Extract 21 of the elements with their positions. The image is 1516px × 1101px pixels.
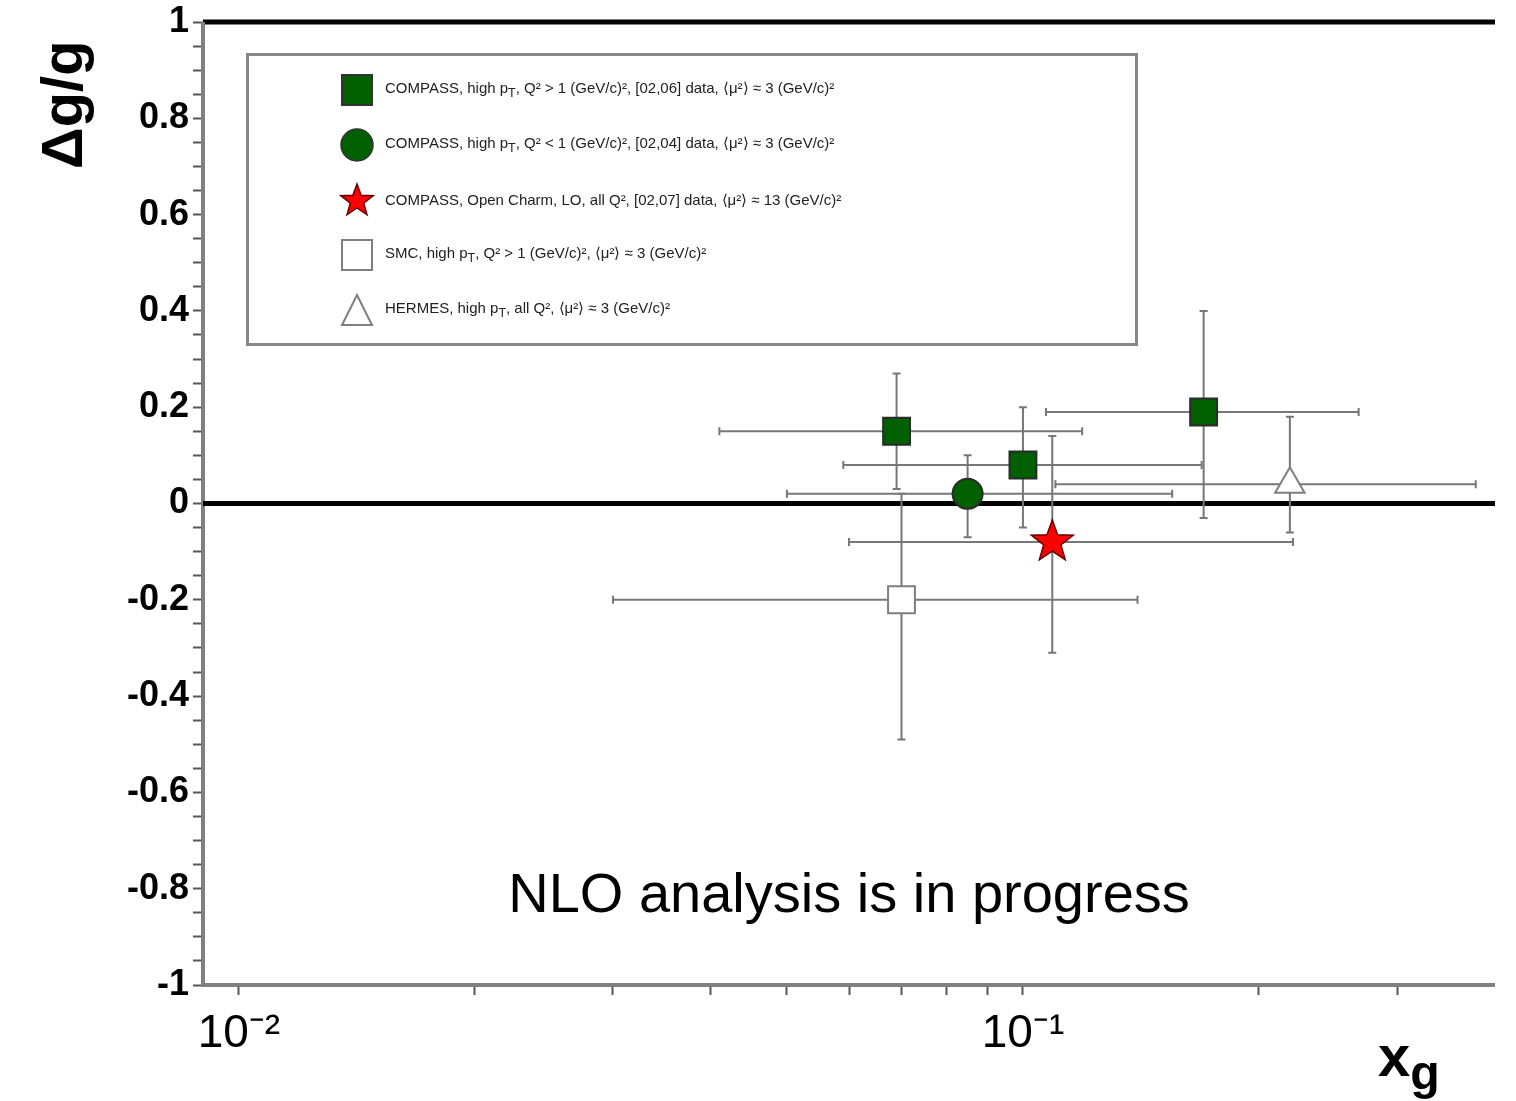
y-tick-label: 0.8	[138, 95, 189, 137]
legend-label: HERMES, high p$_{T}$, all Q², ⟨μ²⟩ ≈ 3 (GeV/c)²	[385, 299, 670, 320]
y-tick-label: 0	[168, 480, 189, 522]
y-tick-label: 0.2	[138, 384, 189, 426]
y-axis-title: Δg/g	[28, 40, 95, 169]
y-tick-label: -0.2	[126, 576, 189, 618]
x-tick-label: 10⁻¹	[981, 1005, 1065, 1058]
y-tick-label: -1	[156, 961, 189, 1003]
y-tick-label: -0.8	[126, 865, 189, 907]
legend-label: COMPASS, high p$_{T}$, Q² > 1 (GeV/c)², [02,06] data, ⟨μ²⟩ ≈ 3 (GeV/c)²	[385, 79, 835, 100]
y-tick-label: 0.6	[138, 191, 189, 233]
annotation: NLO analysis is in progress	[508, 860, 1190, 925]
legend-label: SMC, high p$_{T}$, Q² > 1 (GeV/c)², ⟨μ²⟩ ≈ 3 (GeV/c)²	[385, 244, 707, 265]
y-tick-label: -0.4	[126, 673, 189, 715]
y-tick-label: 0.4	[138, 287, 189, 329]
y-tick-label: 1	[168, 0, 189, 40]
legend-label: COMPASS, Open Charm, LO, all Q², [02,07] data, ⟨μ²⟩ ≈ 13 (GeV/c)²	[385, 190, 842, 209]
x-tick-label: 10⁻²	[197, 1005, 281, 1058]
legend-label: COMPASS, high p$_{T}$, Q² < 1 (GeV/c)², [02,04] data, ⟨μ²⟩ ≈ 3 (GeV/c)²	[385, 134, 835, 155]
x-axis-title: x$_{g}$	[1378, 1022, 1440, 1100]
y-tick-label: -0.6	[126, 769, 189, 811]
